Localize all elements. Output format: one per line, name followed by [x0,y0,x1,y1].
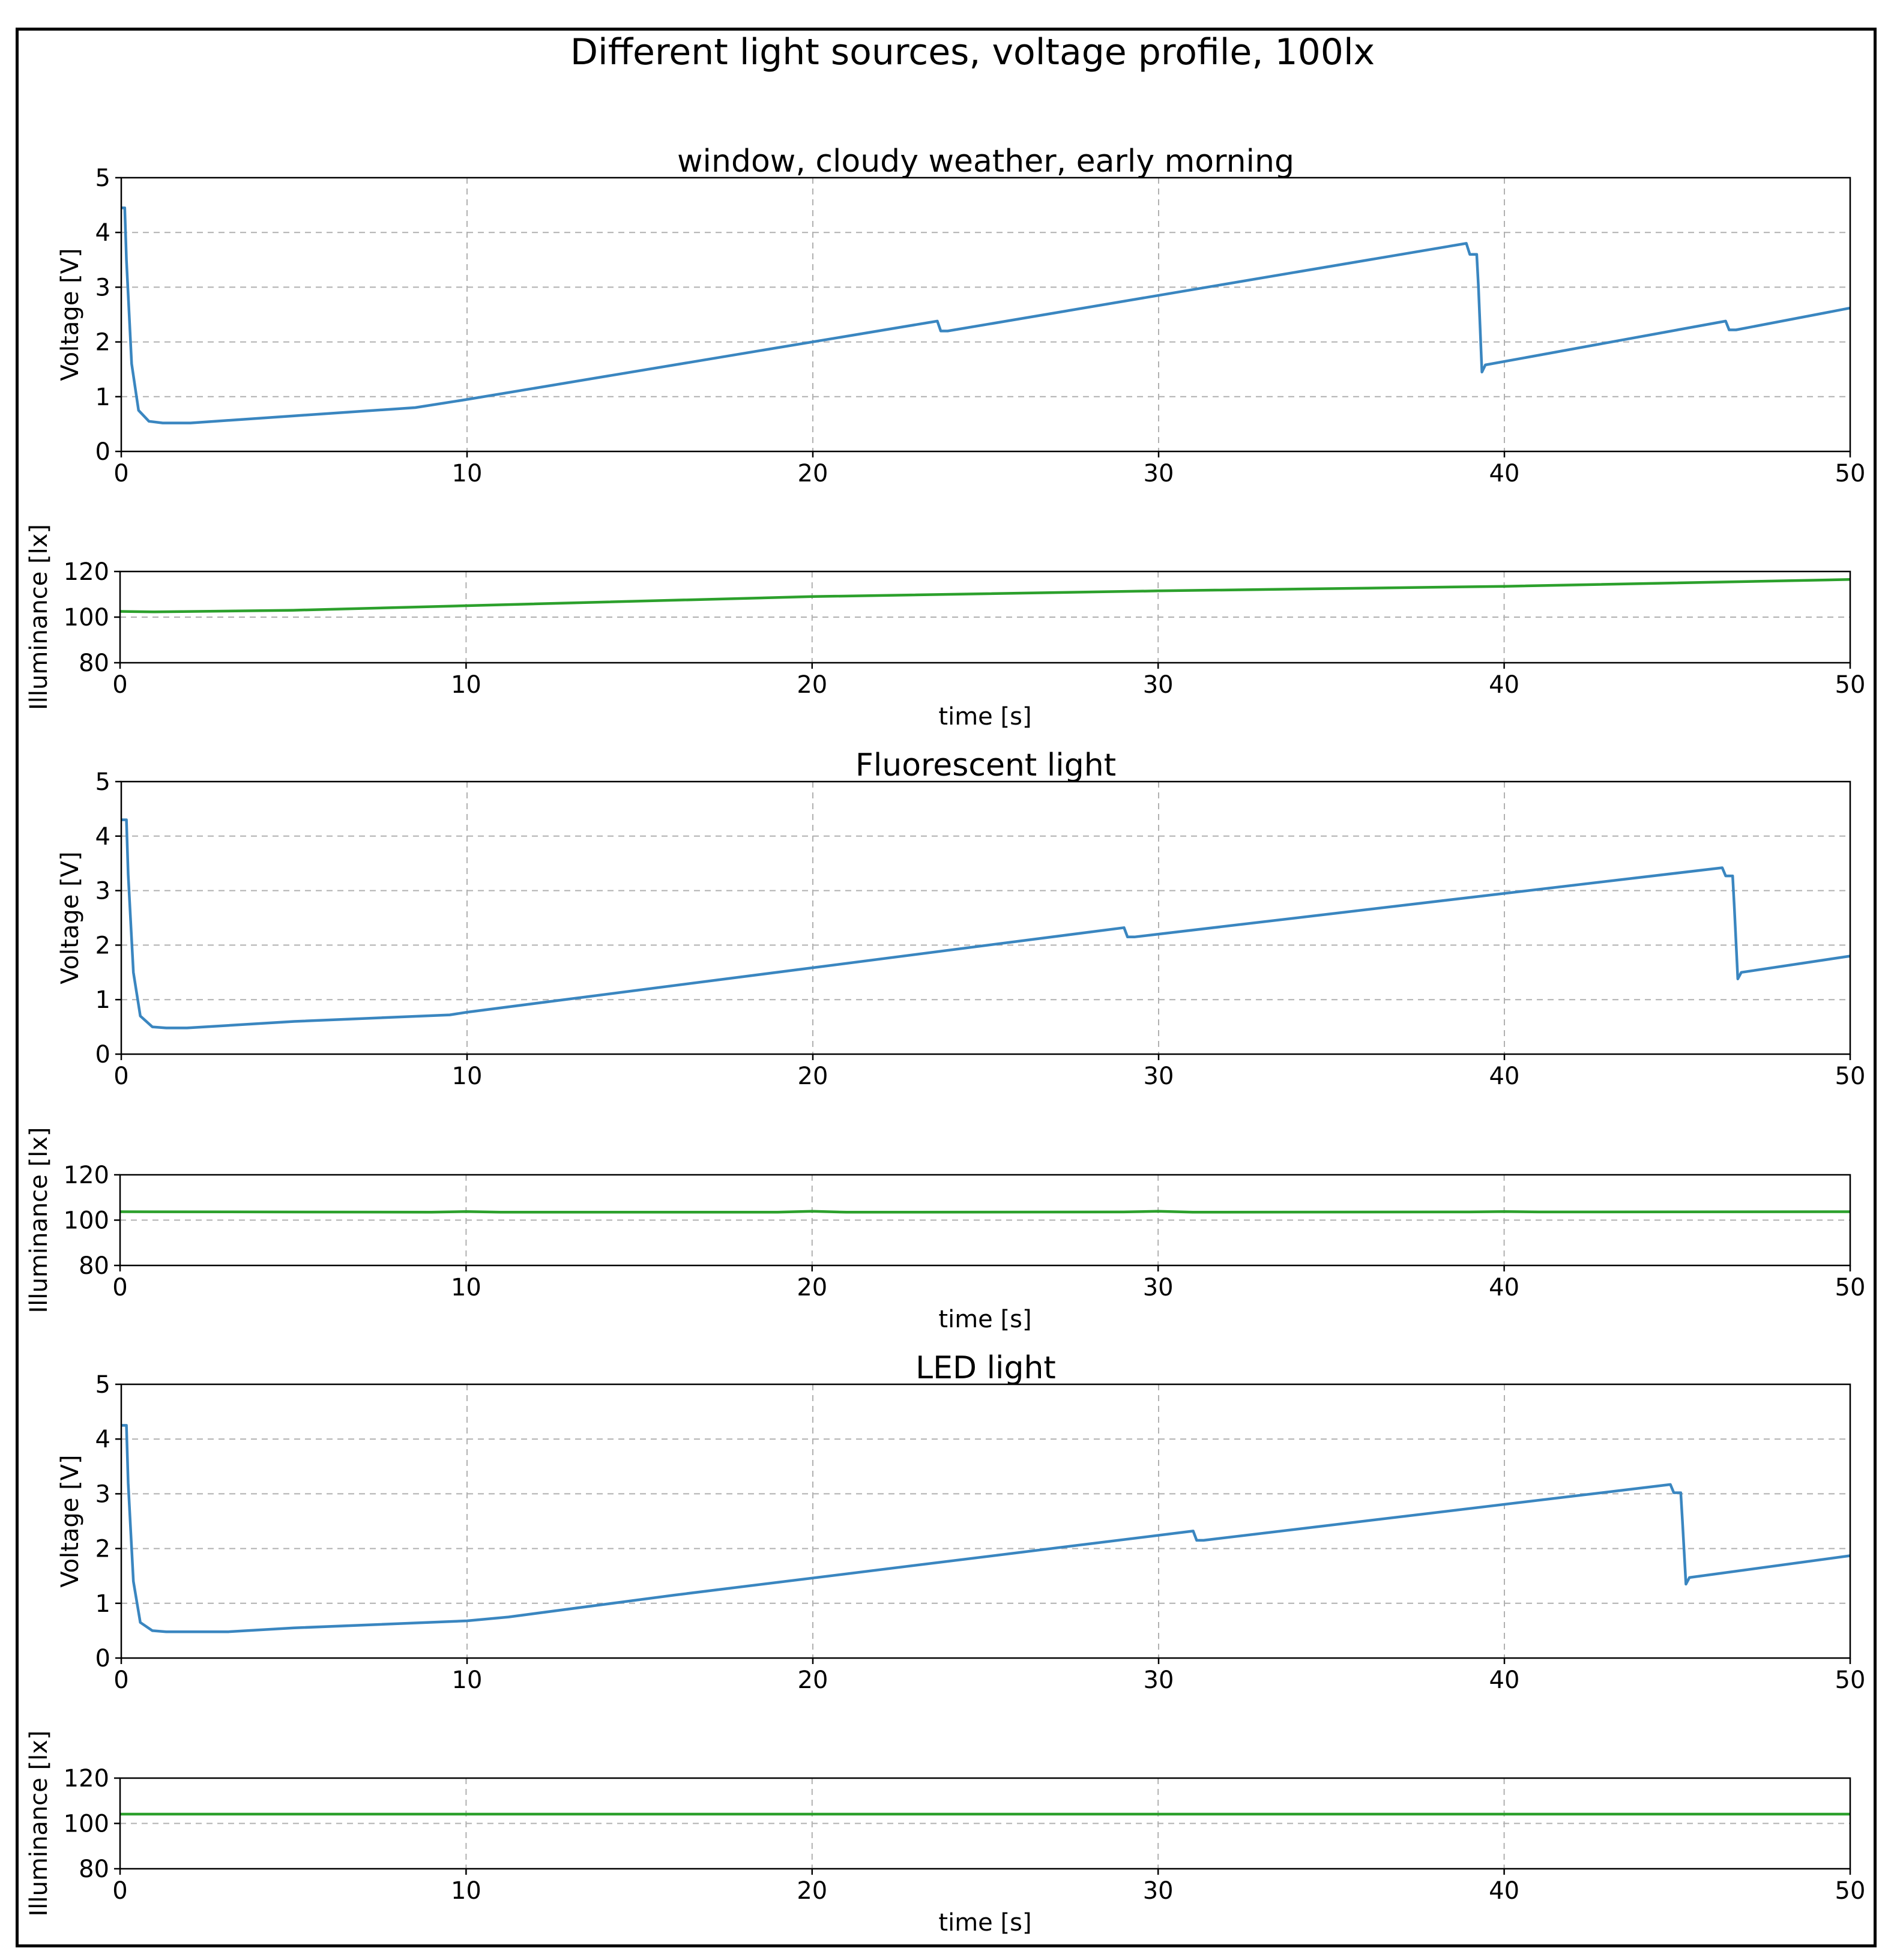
y-tick-label: 2 [95,932,110,959]
voltage-line [121,1424,1851,1633]
subplot-title: Fluorescent light [855,747,1116,783]
x-tick-label: 10 [452,460,483,487]
x-tick-label: 50 [1835,1063,1866,1090]
y-tick-label: 3 [95,878,110,905]
y-tick-label: 1 [95,986,110,1014]
x-tick-label: 10 [452,1666,483,1694]
x-tick-label: 20 [798,1666,828,1694]
y-tick-label: 3 [95,1480,110,1508]
x-tick-label: 0 [112,1877,127,1905]
y-axis-label: Illuminance [lx] [25,524,53,710]
subplot-6: 0 10 20 30 40 50 80 100 120 Illuminance [lx] time … [25,1731,1865,1937]
x-tick-label: 20 [798,1063,828,1090]
x-tick-label: 30 [1143,1274,1174,1301]
x-tick-label: 20 [797,671,827,699]
y-tick-label: 4 [95,823,110,851]
y-tick-label: 0 [95,438,110,466]
subplot-2: 0 10 20 30 40 50 80 100 120 Illuminance [lx] time … [25,524,1865,731]
y-tick-label: 2 [95,329,110,357]
x-tick-label: 0 [112,1274,127,1301]
x-tick-label: 40 [1489,1666,1520,1694]
x-tick-label: 40 [1489,1877,1519,1905]
subplot-4: 0 10 20 30 40 50 80 100 120 Illuminance [lx] time … [25,1127,1865,1333]
x-tick-label: 20 [797,1274,827,1301]
x-tick-label: 30 [1144,1063,1174,1090]
x-tick-label: 50 [1835,1877,1866,1905]
x-tick-label: 20 [798,460,828,487]
plot-area [120,1383,1851,1659]
y-tick-label: 4 [95,219,110,247]
x-axis-label: time [s] [938,703,1031,731]
y-tick-label: 120 [64,1765,109,1793]
x-tick-label: 30 [1144,1666,1174,1694]
x-tick-label: 20 [797,1877,827,1905]
y-axis-label: Voltage [V] [56,248,84,381]
y-tick-label: 5 [95,164,110,192]
y-tick-label: 0 [95,1041,110,1069]
x-tick-label: 0 [113,1063,128,1090]
figure-title: Different light sources, voltage profile… [570,31,1375,73]
x-tick-label: 30 [1144,460,1174,487]
y-tick-label: 2 [95,1536,110,1563]
figure-frame [16,28,1877,1947]
y-tick-label: 100 [64,1811,109,1838]
x-tick-label: 40 [1489,671,1519,699]
x-axis-label: time [s] [938,1909,1031,1937]
y-tick-label: 100 [64,1207,109,1235]
y-tick-label: 3 [95,274,110,301]
y-tick-label: 0 [95,1645,110,1672]
y-axis-label: Voltage [V] [56,851,84,984]
plot-area [120,780,1851,1055]
x-tick-label: 10 [451,671,481,699]
y-tick-label: 80 [79,1856,109,1883]
x-tick-label: 10 [451,1274,481,1301]
y-tick-label: 5 [95,768,110,796]
x-tick-label: 0 [113,1666,128,1694]
x-tick-label: 50 [1835,460,1866,487]
subplot-title: window, cloudy weather, early morning [677,143,1294,179]
y-tick-label: 100 [64,604,109,632]
x-tick-label: 10 [451,1877,481,1905]
x-tick-label: 50 [1835,1274,1866,1301]
x-tick-label: 10 [452,1063,483,1090]
x-tick-label: 0 [112,671,127,699]
x-tick-label: 40 [1489,1063,1520,1090]
x-tick-label: 0 [113,460,128,487]
illuminance-line [119,578,1851,614]
y-tick-label: 120 [64,558,109,586]
x-tick-label: 50 [1835,1666,1866,1694]
subplot-5: 0 10 20 30 40 50 0 1 2 3 4 5 Voltage [V] LED light [56,1350,1865,1694]
y-tick-label: 5 [95,1371,110,1399]
y-axis-label: Illuminance [lx] [25,1731,53,1917]
y-tick-label: 80 [79,1252,109,1280]
y-tick-label: 120 [64,1162,109,1189]
subplot-title: LED light [915,1350,1056,1386]
x-axis-label: time [s] [938,1306,1031,1333]
subplot-3: 0 10 20 30 40 50 0 1 2 3 4 5 Voltage [V] Fluorescent … [56,747,1865,1090]
x-tick-label: 30 [1143,671,1174,699]
subplot-1: 0 10 20 30 40 50 0 1 2 3 4 5 Voltage [V] window, clou… [56,143,1865,487]
y-tick-label: 80 [79,650,109,677]
x-tick-label: 40 [1489,1274,1519,1301]
y-tick-label: 1 [95,1590,110,1618]
x-tick-label: 50 [1835,671,1866,699]
voltage-line [121,206,1851,424]
x-tick-label: 30 [1143,1877,1174,1905]
illuminance-line [119,1210,1851,1214]
y-axis-label: Illuminance [lx] [25,1127,53,1313]
plot-area [120,176,1851,453]
y-axis-label: Voltage [V] [56,1455,84,1587]
y-tick-label: 1 [95,384,110,411]
y-tick-label: 4 [95,1426,110,1453]
x-tick-label: 40 [1489,460,1520,487]
voltage-line [121,818,1851,1030]
